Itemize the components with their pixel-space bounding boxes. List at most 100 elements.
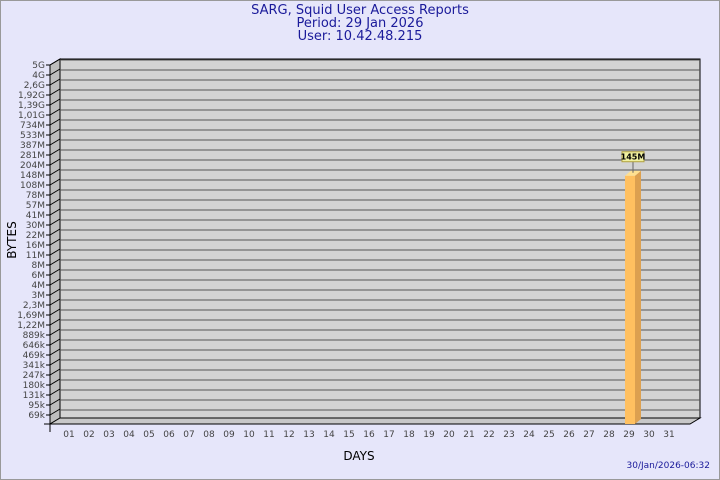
y-tick-slant	[49, 138, 61, 146]
y-tick-label: 387M	[20, 141, 45, 151]
y-tick-label: 69k	[28, 411, 45, 421]
y-tick-slant	[49, 328, 61, 336]
y-tick-slant	[49, 78, 61, 86]
y-tick-label: 469k	[23, 351, 46, 361]
y-tick-label: 533M	[20, 131, 45, 141]
x-tick-label: 28	[603, 430, 615, 440]
y-tick-slant	[49, 118, 61, 126]
y-tick-slant	[49, 218, 61, 226]
x-tick-label: 09	[223, 430, 235, 440]
x-tick-label: 14	[323, 430, 335, 440]
x-tick-label: 12	[283, 430, 294, 440]
chart-user: User: 10.42.48.215	[297, 29, 423, 44]
x-tick-label: 22	[483, 430, 494, 440]
y-tick-slant	[49, 258, 61, 266]
plot-floor	[48, 417, 702, 425]
x-tick-label: 21	[463, 430, 474, 440]
bar-top-29	[625, 170, 641, 176]
x-tick-label: 04	[123, 430, 135, 440]
y-tick-slant	[49, 128, 61, 136]
y-tick-slant	[49, 398, 61, 406]
data-label-box	[621, 151, 645, 163]
x-tick-label: 03	[103, 430, 114, 440]
y-tick-slant	[49, 178, 61, 186]
x-tick-label: 25	[543, 430, 554, 440]
y-tick-slant	[49, 338, 61, 346]
y-tick-label: 3M	[32, 291, 46, 301]
data-label: 145M	[621, 153, 646, 162]
y-tick-slant	[49, 238, 61, 246]
x-tick-label: 26	[563, 430, 575, 440]
plot-back-wall	[59, 58, 701, 419]
y-tick-label: 1,39G	[18, 101, 45, 111]
y-tick-label: 108M	[20, 181, 45, 191]
x-tick-label: 01	[63, 430, 74, 440]
y-tick-label: 5G	[32, 61, 45, 71]
y-tick-label: 30M	[26, 221, 45, 231]
y-tick-label: 41M	[26, 211, 45, 221]
y-tick-slant	[49, 308, 61, 316]
chart-period: Period: 29 Jan 2026	[296, 16, 424, 31]
x-tick-label: 23	[503, 430, 514, 440]
y-tick-slant	[49, 108, 61, 116]
y-tick-slant	[49, 318, 61, 326]
y-tick-label: 2,3M	[23, 301, 45, 311]
x-tick-label: 10	[243, 430, 255, 440]
y-tick-label: 889k	[23, 331, 46, 341]
y-tick-slant	[49, 208, 61, 216]
y-tick-label: 8M	[32, 261, 46, 271]
y-tick-label: 180k	[23, 381, 46, 391]
y-tick-slant	[49, 358, 61, 366]
chart-title: SARG, Squid User Access Reports	[251, 3, 469, 18]
y-tick-slant	[49, 148, 61, 156]
y-tick-label: 734M	[20, 121, 45, 131]
y-tick-slant	[49, 268, 61, 276]
y-tick-label: 341k	[23, 361, 46, 371]
y-tick-label: 4M	[32, 281, 46, 291]
y-tick-label: 95k	[28, 401, 45, 411]
y-tick-label: 281M	[20, 151, 45, 161]
y-tick-slant	[49, 408, 61, 416]
y-tick-label: 57M	[26, 201, 45, 211]
y-tick-label: 646k	[23, 341, 46, 351]
x-tick-label: 30	[643, 430, 655, 440]
x-tick-label: 27	[583, 430, 594, 440]
x-tick-label: 15	[343, 430, 354, 440]
y-tick-slant	[49, 368, 61, 376]
y-tick-slant	[49, 188, 61, 196]
y-tick-slant	[49, 388, 61, 396]
y-tick-slant	[49, 278, 61, 286]
y-axis-title: BYTES	[5, 221, 19, 258]
y-tick-slant	[49, 348, 61, 356]
y-tick-label: 16M	[26, 241, 45, 251]
y-tick-label: 204M	[20, 161, 45, 171]
x-tick-label: 08	[203, 430, 215, 440]
y-tick-slant	[49, 158, 61, 166]
y-tick-slant	[49, 88, 61, 96]
x-tick-label: 29	[623, 430, 635, 440]
y-tick-slant	[49, 248, 61, 256]
y-tick-label: 247k	[23, 371, 46, 381]
y-tick-slant	[49, 168, 61, 176]
y-tick-label: 1,01G	[18, 111, 45, 121]
y-tick-slant	[49, 298, 61, 306]
x-tick-label: 18	[403, 430, 415, 440]
y-tick-slant	[49, 68, 61, 76]
y-tick-slant	[49, 288, 61, 296]
x-tick-label: 05	[143, 430, 154, 440]
y-tick-label: 1,69M	[17, 311, 45, 321]
x-tick-label: 19	[423, 430, 435, 440]
y-tick-label: 1,22M	[17, 321, 45, 331]
x-tick-label: 07	[183, 430, 194, 440]
x-tick-label: 31	[663, 430, 674, 440]
y-tick-slant	[49, 98, 61, 106]
y-tick-label: 22M	[26, 231, 45, 241]
y-tick-label: 131k	[23, 391, 46, 401]
y-tick-label: 11M	[26, 251, 45, 261]
y-tick-label: 1,92G	[18, 91, 45, 101]
x-tick-label: 24	[523, 430, 535, 440]
generated-timestamp: 30/Jan/2026-06:32	[626, 461, 710, 471]
x-tick-label: 16	[363, 430, 375, 440]
y-tick-label: 2,6G	[24, 81, 45, 91]
